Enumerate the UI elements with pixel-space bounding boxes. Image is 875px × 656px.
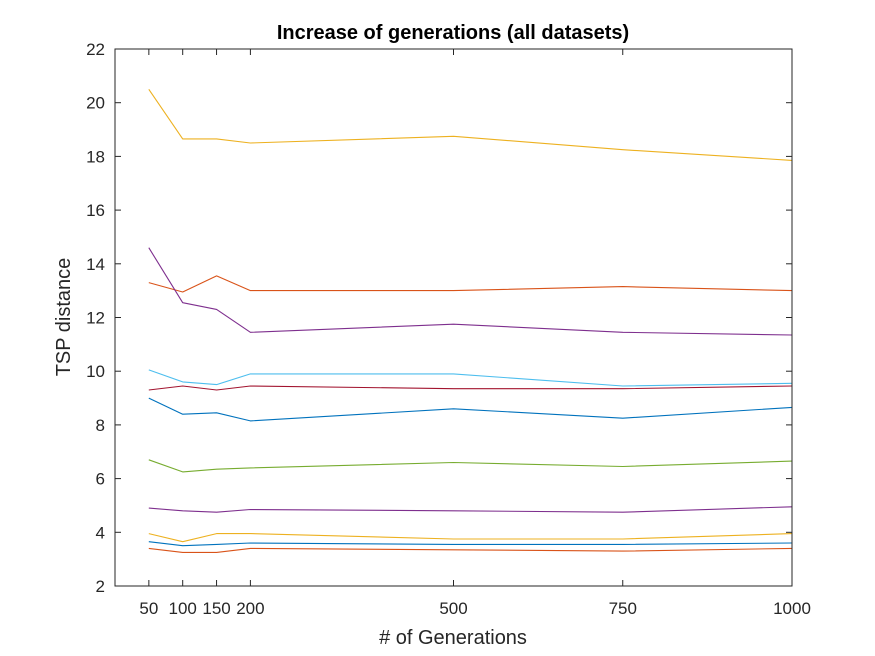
- y-tick-label: 10: [86, 362, 105, 381]
- y-tick-label: 14: [86, 255, 105, 274]
- y-tick-label: 12: [86, 309, 105, 328]
- y-tick-label: 2: [96, 577, 105, 596]
- x-tick-label: 50: [139, 599, 158, 618]
- series-line-9: [148, 533, 793, 543]
- y-tick-label: 22: [86, 40, 105, 59]
- x-axis: 50 100 150 200 500 750 1000: [139, 49, 811, 618]
- series-line-5: [148, 385, 793, 391]
- series-line-10: [148, 541, 793, 547]
- series-line-7: [148, 459, 793, 473]
- x-tick-label: 100: [169, 599, 197, 618]
- series-line-4: [148, 369, 793, 387]
- y-tick-label: 4: [96, 523, 105, 542]
- series-line-1: [148, 88, 793, 161]
- y-tick-label: 8: [96, 416, 105, 435]
- plot-area: [115, 49, 792, 586]
- x-tick-label: 750: [609, 599, 637, 618]
- x-axis-label: # of Generations: [379, 627, 527, 649]
- x-tick-label: 1000: [773, 599, 811, 618]
- x-tick-label: 200: [236, 599, 264, 618]
- chart-title: Increase of generations (all datasets): [277, 22, 629, 44]
- y-axis: 2 4 6 8 10 12 14 16 18 20 22: [86, 40, 792, 596]
- series-layer: [148, 88, 793, 553]
- series-line-6: [148, 397, 793, 422]
- y-tick-label: 16: [86, 201, 105, 220]
- y-axis-label: TSP distance: [53, 258, 75, 377]
- series-line-2: [148, 275, 793, 293]
- series-line-8: [148, 506, 793, 513]
- x-tick-label: 500: [439, 599, 467, 618]
- y-tick-label: 18: [86, 147, 105, 166]
- y-tick-label: 20: [86, 94, 105, 113]
- series-line-3: [148, 247, 793, 336]
- x-tick-label: 150: [202, 599, 230, 618]
- series-line-11: [148, 547, 793, 553]
- y-tick-label: 6: [96, 470, 105, 489]
